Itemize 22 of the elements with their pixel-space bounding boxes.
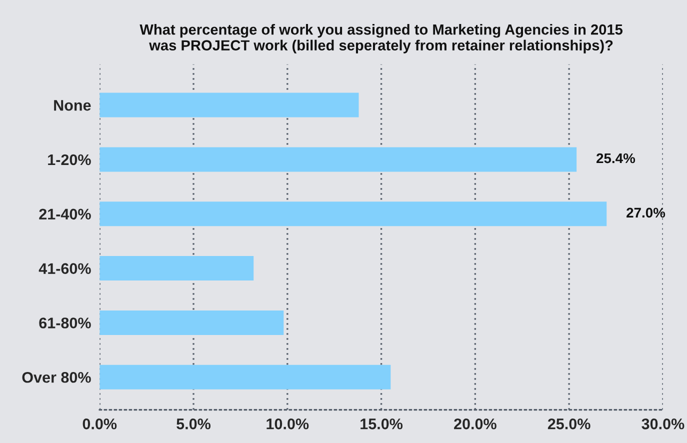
bar xyxy=(100,202,607,226)
bar xyxy=(100,310,284,335)
y-tick-label: 61-80% xyxy=(39,318,91,328)
y-tick-label: 41-60% xyxy=(38,263,91,274)
y-tick-label: Over 80% xyxy=(22,372,91,383)
bar xyxy=(100,92,359,118)
y-tick-label: None xyxy=(54,100,91,111)
x-tick-label: 5.0% xyxy=(176,418,211,430)
x-tick-label: 10.0% xyxy=(266,418,309,430)
x-tick-label: 25.0% xyxy=(548,418,590,430)
x-tick-label: 30.0% xyxy=(642,418,684,430)
bar xyxy=(100,256,254,281)
bar xyxy=(100,364,391,390)
x-tick-label: 20.0% xyxy=(454,418,496,430)
y-tick-label: 1-20% xyxy=(48,154,91,166)
data-label: 27.0% xyxy=(626,208,666,218)
chart-title: What percentage of work you assigned to Marketing Agencies in 2015 was PROJECT work (billed seperately from retainer relationships)? xyxy=(140,24,623,54)
x-tick-label: 15.0% xyxy=(360,418,403,430)
data-label: 25.4% xyxy=(596,153,636,164)
y-tick-label: 21-40% xyxy=(39,208,91,220)
bar xyxy=(100,147,577,172)
x-tick-label: 0.0% xyxy=(82,418,117,430)
